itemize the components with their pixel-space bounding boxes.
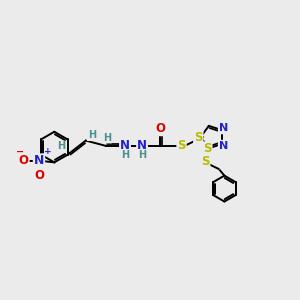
Text: O: O [155,122,165,135]
Text: N: N [219,123,228,134]
Text: S: S [177,140,186,152]
Text: N: N [120,140,130,152]
Text: O: O [19,154,29,167]
Text: O: O [34,169,44,182]
Text: H: H [103,133,111,142]
Text: S: S [201,155,209,168]
Text: N: N [137,140,147,152]
Text: S: S [194,130,202,143]
Text: H: H [57,142,65,152]
Text: +: + [44,147,52,156]
Text: H: H [138,150,146,160]
Text: H: H [88,130,96,140]
Text: N: N [219,141,228,151]
Text: −: − [16,147,24,157]
Text: S: S [203,142,212,155]
Text: H: H [121,150,129,160]
Text: N: N [34,154,44,167]
